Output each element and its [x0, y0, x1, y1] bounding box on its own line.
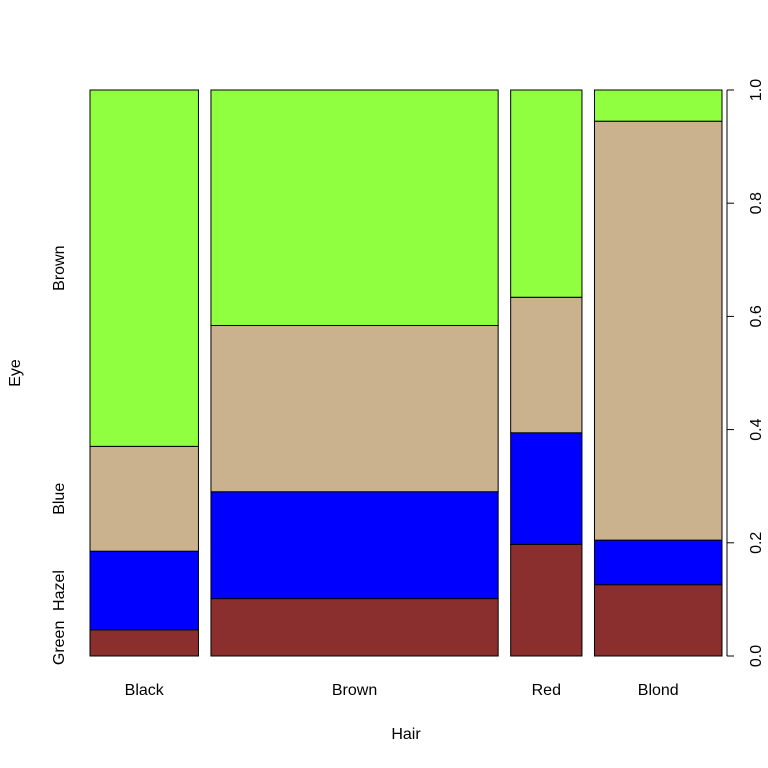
bar-segment-red-green — [510, 543, 583, 657]
x-tick-label: Black — [125, 682, 165, 699]
x-axis-label: Hair — [391, 726, 421, 743]
x-tick-label: Blond — [638, 682, 679, 699]
right-axis-tick-label: 0.2 — [748, 532, 765, 554]
right-axis-tick-label: 0.6 — [748, 305, 765, 327]
bar-segment-blond-green — [593, 584, 723, 657]
right-axis-tick-label: 0.8 — [748, 192, 765, 214]
bar-segment-blond-brown — [593, 89, 723, 122]
right-axis-tick-label: 0.4 — [748, 418, 765, 440]
y-level-label: Blue — [51, 483, 68, 515]
bar-segment-brown-brown — [210, 89, 499, 327]
x-tick-label: Red — [532, 682, 561, 699]
y-level-label: Hazel — [51, 570, 68, 611]
bar-segment-red-brown — [510, 89, 583, 298]
bar-segment-brown-blue — [210, 325, 499, 493]
bar-segment-blond-hazel — [593, 539, 723, 586]
bar-segment-red-blue — [510, 296, 583, 434]
bar-segment-black-hazel — [89, 550, 199, 631]
bar-segment-black-brown — [89, 89, 199, 447]
bar-segment-brown-green — [210, 598, 499, 657]
y-axis-label: Eye — [7, 359, 24, 387]
bar-segment-red-hazel — [510, 432, 583, 545]
x-tick-label: Brown — [332, 682, 377, 699]
y-level-label: Green — [51, 621, 68, 665]
bar-segment-black-blue — [89, 445, 199, 552]
y-level-label: Brown — [51, 246, 68, 291]
right-axis-tick-label: 1.0 — [748, 79, 765, 101]
bar-segment-blond-blue — [593, 120, 723, 541]
right-axis-tick-label: 0.0 — [748, 645, 765, 667]
bar-segment-black-green — [89, 629, 199, 657]
bar-segment-brown-hazel — [210, 491, 499, 600]
